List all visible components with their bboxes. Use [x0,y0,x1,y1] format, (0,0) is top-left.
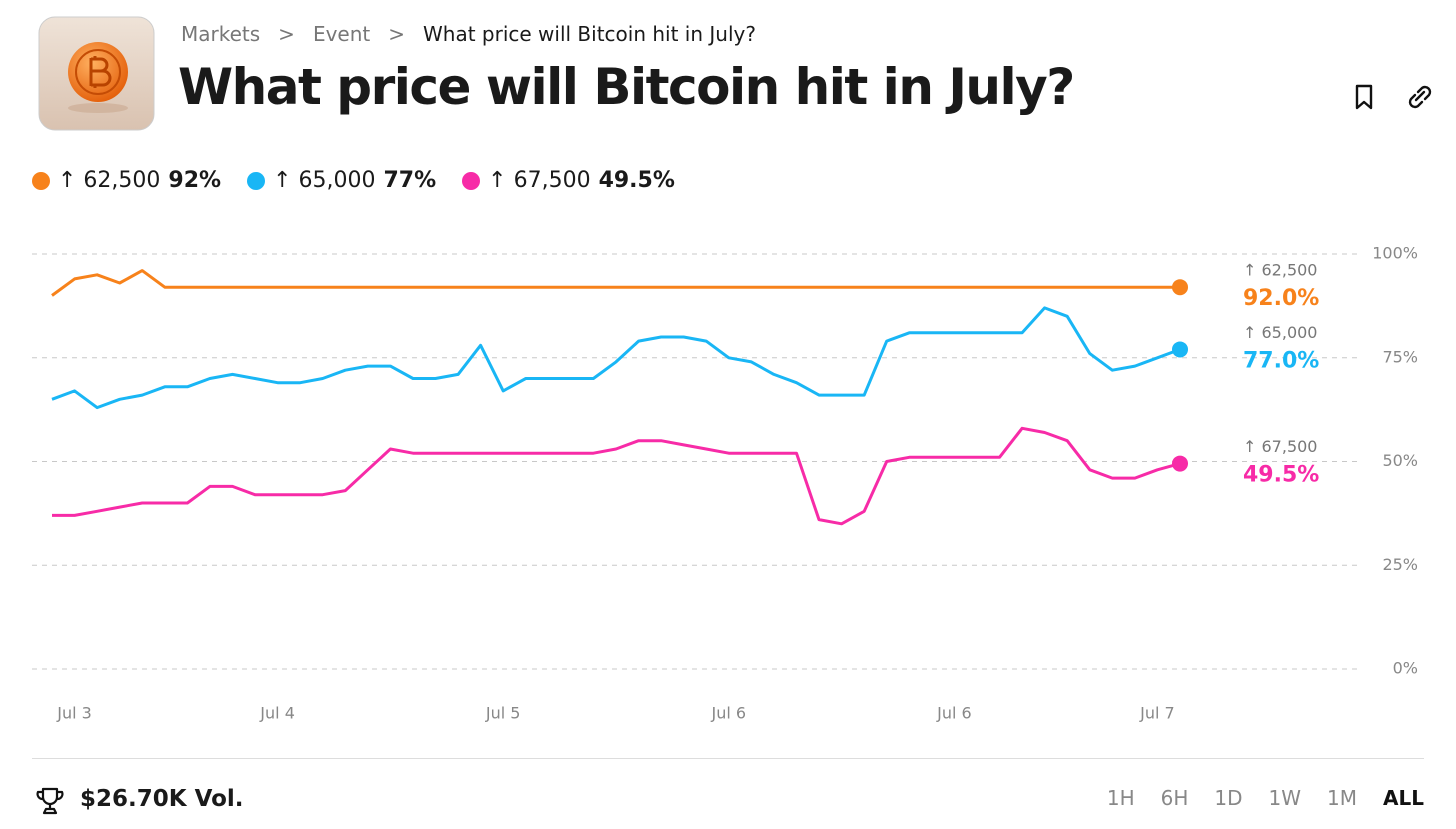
breadcrumb-link[interactable]: Event [312,22,371,46]
breadcrumb-current: What price will Bitcoin hit in July? [423,22,756,46]
end-series-name: ↑ 62,500 [1243,261,1317,280]
breadcrumb-link[interactable]: Markets [181,22,261,46]
legend-item: ↑ 65,000 77% [247,168,436,193]
end-series-name: ↑ 65,000 [1243,323,1317,342]
range-button[interactable]: 6H [1160,786,1189,810]
range-button[interactable]: 1D [1214,786,1243,810]
y-tick-label: 100% [1372,244,1418,263]
market-icon [38,16,155,131]
legend-value: 49.5% [598,168,675,193]
legend-value: 92% [168,168,222,193]
end-dot [1172,455,1188,472]
y-tick-label: 75% [1382,347,1418,366]
x-tick-label: Jul 3 [56,704,92,723]
x-tick-label: Jul 4 [259,704,295,723]
y-tick-label: 50% [1382,451,1418,470]
legend-dot [247,171,266,190]
divider [32,758,1424,759]
link-button[interactable] [1404,82,1436,112]
legend-name: ↑ 65,000 [273,168,376,193]
bookmark-button[interactable] [1350,82,1380,112]
legend-name: ↑ 62,500 [58,168,161,193]
range-button[interactable]: 1W [1268,786,1302,810]
legend-name: ↑ 67,500 [488,168,591,193]
y-tick-label: 0% [1393,659,1418,678]
end-dot [1172,341,1188,358]
legend-dot [32,171,50,190]
trophy-icon [36,787,64,815]
series-line [51,306,1181,410]
end-value-label: 77.0% [1243,348,1319,373]
range-button[interactable]: 1H [1106,786,1135,810]
end-dot [1172,279,1188,296]
legend-item: ↑ 67,500 49.5% [462,168,675,193]
x-tick-label: Jul 5 [485,704,521,723]
chart: 0% 25% 50% 75% 100% Jul 3 Jul 4 Jul 5 Jul 6 Jul 6… [32,244,1418,723]
series-line [51,269,1180,297]
end-value-label: 49.5% [1243,463,1319,488]
legend: ↑ 62,500 92% ↑ 65,000 77% ↑ 67,500 49.5% [32,168,675,193]
breadcrumb: Markets > Event > What price will Bitcoin hi… [181,22,756,46]
range-selector: 1H 6H 1D 1W 1M ALL [1107,786,1424,810]
series-line [52,426,1181,526]
page-title: What price will Bitcoin hit in July? [178,58,1075,116]
range-button[interactable]: ALL [1383,786,1424,810]
x-tick-label: Jul 6 [936,704,972,723]
end-value-label: 92.0% [1243,286,1319,311]
legend-value: 77% [383,168,437,193]
range-button[interactable]: 1M [1327,786,1358,810]
x-tick-label: Jul 6 [711,704,747,723]
legend-dot [462,171,481,190]
end-series-name: ↑ 67,500 [1243,437,1317,456]
y-tick-label: 25% [1382,555,1418,574]
legend-item: ↑ 62,500 92% [32,168,221,193]
x-tick-label: Jul 7 [1139,704,1175,723]
volume: $26.70K Vol. [80,786,244,812]
